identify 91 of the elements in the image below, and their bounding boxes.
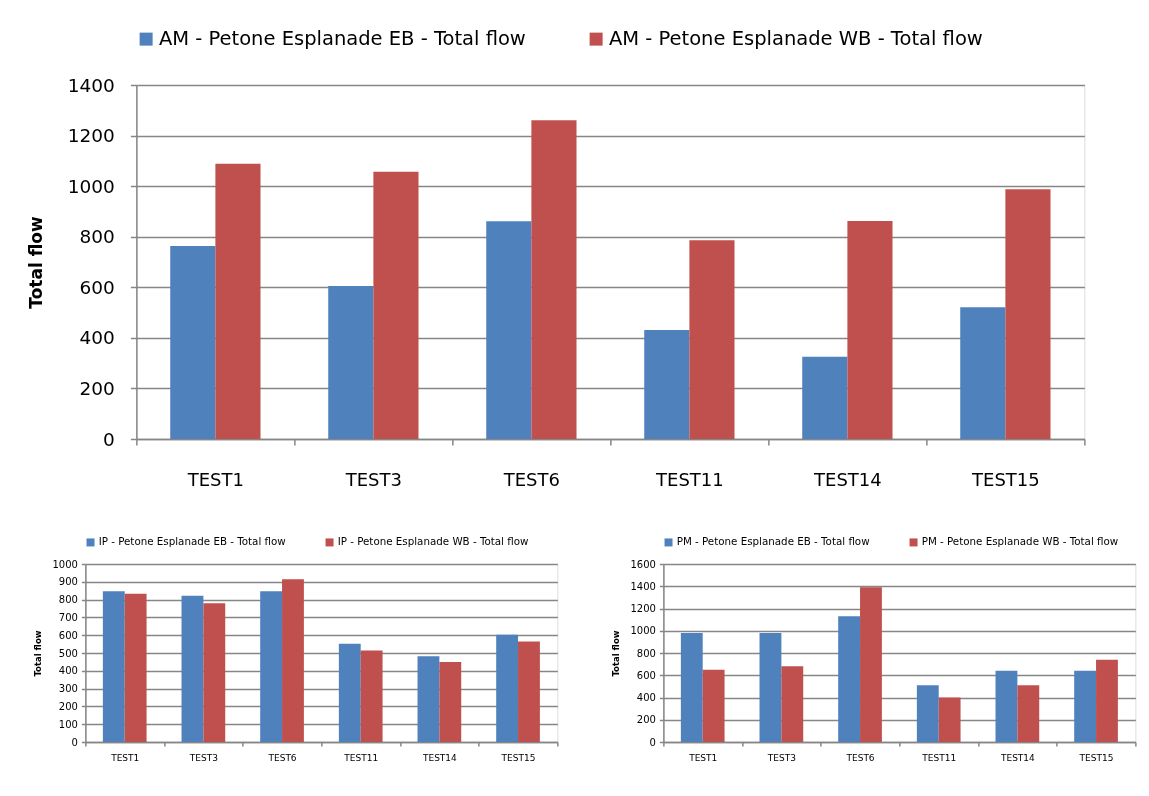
bar [486,221,532,439]
y-tick-label: 500 [58,647,78,659]
x-tick-label: TEST14 [999,752,1036,763]
bar [1096,659,1118,742]
y-tick-label: 200 [79,377,115,399]
bar [689,240,735,439]
x-tick-label: TEST14 [421,752,458,763]
bar [531,120,577,439]
bar [916,685,939,742]
legend-label: IP - Petone Esplanade EB - Total flow [98,535,286,548]
bar [938,697,961,742]
bar [328,286,374,439]
bar [1074,670,1097,742]
x-tick-label: TEST3 [188,752,218,763]
y-tick-label: 800 [79,226,115,248]
legend-label: PM - Petone Esplanade EB - Total flow [676,535,870,548]
x-tick-label: TEST1 [186,468,244,490]
bar [215,163,261,439]
bar [102,591,125,742]
x-tick-label: TEST1 [110,752,140,763]
bar [995,670,1018,742]
x-tick-label: TEST1 [688,752,718,763]
x-tick-label: TEST6 [267,752,297,763]
y-tick-label: 0 [103,428,115,450]
y-tick-label: 1000 [67,175,115,197]
bar [1005,189,1051,439]
y-tick-label: 400 [636,692,656,703]
x-tick-label: TEST11 [343,752,379,763]
y-tick-label: 300 [58,683,78,695]
bar [847,221,893,439]
bar [203,603,226,742]
y-tick-label: 600 [636,669,656,681]
y-tick-label: 1200 [67,125,115,147]
bar [960,307,1006,439]
bar [373,171,419,439]
y-tick-label: 600 [79,276,115,298]
y-tick-label: 1000 [630,625,656,637]
legend-label: AM - Petone Esplanade WB - Total flow [608,27,983,51]
bar [702,669,725,742]
bar [518,641,540,742]
x-tick-label: TEST6 [845,752,875,763]
bar [496,634,519,742]
y-tick-label: 800 [58,594,78,606]
x-tick-label: TEST15 [500,752,536,763]
bar [360,650,383,742]
y-tick-label: 1000 [52,558,78,570]
bar [170,246,216,439]
bar [781,666,804,742]
x-tick-label: TEST15 [971,468,1040,490]
y-tick-label: 200 [58,700,78,712]
y-tick-label: 1600 [630,558,656,570]
bar [860,587,882,742]
bar [338,643,361,742]
y-tick-label: 400 [58,665,78,677]
bar [417,656,440,742]
y-tick-label: 400 [79,327,115,349]
bar [759,632,782,742]
y-tick-label: 1200 [630,603,656,614]
y-tick-label: 100 [58,718,78,730]
bar [1017,685,1040,742]
y-tick-label: 1400 [630,580,656,592]
y-axis-title: Total flow [611,630,622,677]
x-tick-label: TEST3 [344,468,402,490]
bar [802,356,848,439]
x-tick-label: TEST14 [813,468,882,490]
bar [282,579,304,742]
bar [181,595,204,742]
x-tick-label: TEST6 [502,468,560,490]
x-tick-label: TEST11 [921,752,957,763]
y-tick-label: 800 [636,647,656,659]
x-tick-label: TEST15 [1078,752,1114,763]
legend-label: PM - Petone Esplanade WB - Total flow [921,535,1119,548]
bar [838,616,861,742]
y-tick-label: 1400 [67,74,115,96]
legend-label: IP - Petone Esplanade WB - Total flow [337,535,529,548]
y-tick-label: 0 [71,736,78,748]
bar [260,591,283,742]
y-axis-title: Total flow [25,216,46,309]
bar [124,593,147,742]
y-tick-label: 200 [636,714,656,726]
y-tick-label: 900 [58,576,78,588]
bar [644,330,690,439]
legend-label: AM - Petone Esplanade EB - Total flow [158,27,526,51]
bar [680,632,703,742]
x-tick-label: TEST11 [655,468,724,490]
y-tick-label: 600 [58,629,78,641]
x-tick-label: TEST3 [766,752,796,763]
y-tick-label: 700 [58,611,78,623]
bar [439,661,462,742]
y-tick-label: 0 [649,736,656,748]
y-axis-title: Total flow [33,630,44,677]
